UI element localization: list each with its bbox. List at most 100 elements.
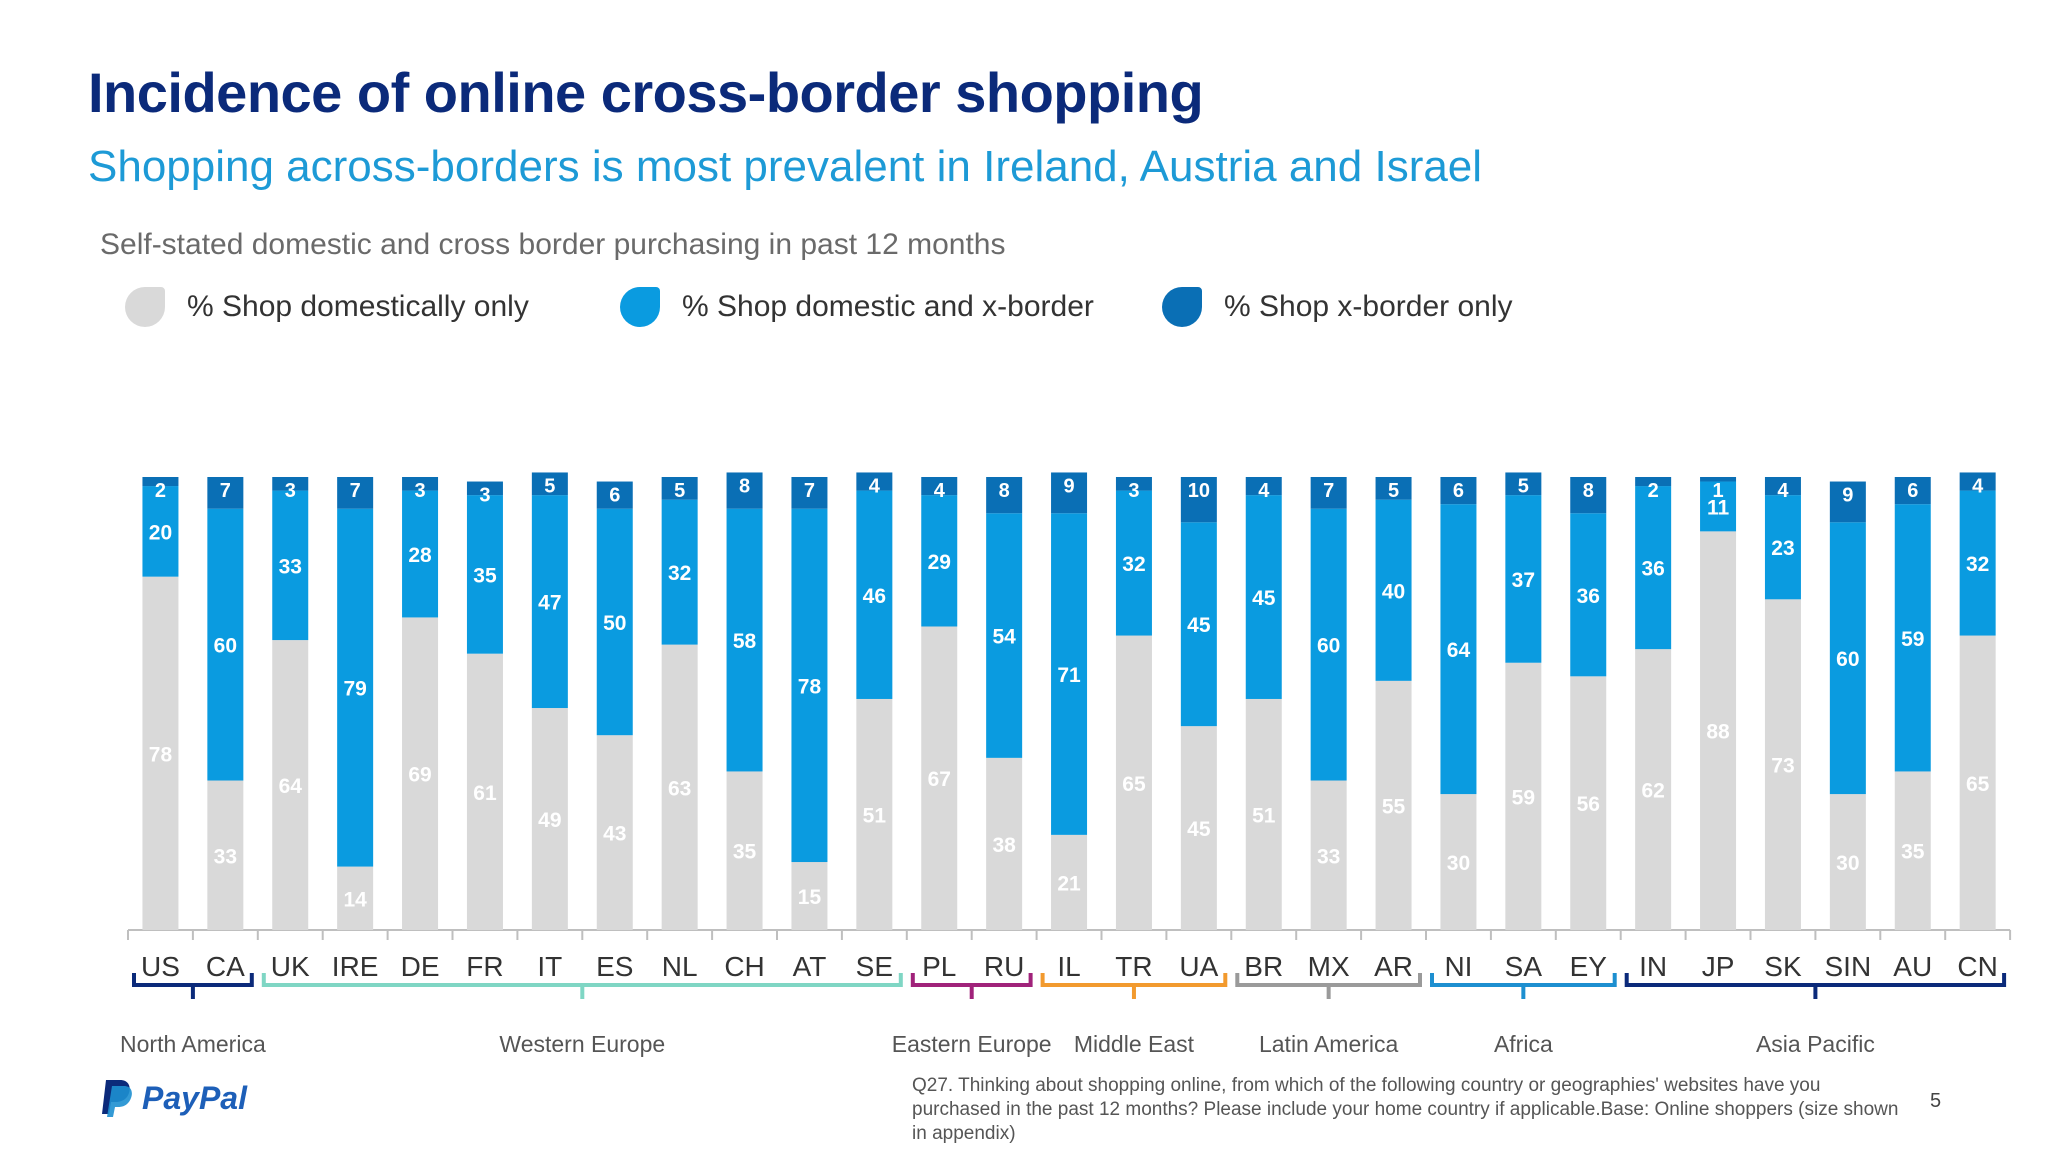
data-label-jp-s0: 88 [1706, 721, 1730, 744]
category-label-ar: AR [1374, 951, 1413, 982]
bar-segment-ni-s1 [1440, 504, 1477, 795]
bar-segment-il-s1 [1051, 513, 1088, 835]
category-label-ire: IRE [332, 951, 379, 982]
bar-segment-ua-s2 [1180, 477, 1217, 523]
bar-segment-ar-s1 [1375, 499, 1412, 681]
region-bracket-asia-pacific [1624, 973, 2007, 999]
bar-segment-jp-s0 [1700, 531, 1737, 930]
bar-segment-sa-s0 [1505, 662, 1542, 930]
chart-legend: % Shop domestically only % Shop domestic… [125, 285, 1625, 329]
bar-segment-il-s2 [1051, 472, 1088, 514]
data-label-fr-s1: 35 [473, 564, 497, 587]
data-label-tr-s0: 65 [1122, 773, 1146, 796]
bar-segment-ch-s0 [726, 771, 763, 930]
data-label-uk-s0: 64 [279, 775, 303, 798]
bar-segment-sk-s1 [1764, 495, 1801, 600]
category-label-uk: UK [271, 951, 310, 982]
data-label-se-s1: 46 [863, 585, 886, 608]
data-label-cn-s2: 4 [1972, 475, 1984, 497]
bar-segment-it-s1 [531, 495, 568, 709]
bar-segment-cn-s1 [1959, 490, 1996, 636]
data-label-se-s0: 51 [863, 804, 887, 827]
category-label-br: BR [1244, 951, 1283, 982]
data-label-au-s1: 59 [1901, 628, 1924, 651]
paypal-p-icon [102, 1080, 132, 1117]
data-label-nl-s0: 63 [668, 777, 691, 800]
data-label-ire-s1: 79 [343, 678, 366, 701]
data-label-de-s0: 69 [408, 764, 431, 787]
data-label-in-s0: 62 [1641, 780, 1664, 803]
data-label-ch-s1: 58 [733, 630, 757, 653]
bar-segment-de-s0 [402, 617, 439, 930]
data-label-ni-s2: 6 [1453, 480, 1464, 502]
data-label-jp-s2: 1 [1712, 480, 1723, 502]
bar-segment-uk-s1 [272, 490, 309, 641]
bar-segment-mx-s2 [1310, 477, 1347, 509]
category-label-sin: SIN [1825, 951, 1872, 982]
bar-segment-ar-s0 [1375, 680, 1412, 930]
data-label-us-s2: 2 [155, 480, 166, 502]
data-label-au-s2: 6 [1907, 480, 1918, 502]
data-label-br-s2: 4 [1258, 480, 1270, 502]
bar-segment-at-s1 [791, 508, 828, 863]
legend-swatch-both [620, 287, 660, 327]
bar-segment-us-s1 [142, 486, 179, 577]
data-label-ch-s0: 35 [733, 841, 757, 864]
data-label-ru-s2: 8 [999, 480, 1010, 502]
page-subtitle: Shopping across-borders is most prevalen… [88, 142, 1483, 191]
data-label-at-s0: 15 [798, 886, 822, 909]
data-label-tr-s1: 32 [1122, 553, 1145, 576]
bar-segment-au-s0 [1894, 771, 1931, 930]
data-label-ire-s0: 14 [343, 888, 367, 911]
bar-segment-ire-s1 [337, 508, 374, 867]
data-label-fr-s0: 61 [473, 782, 497, 805]
region-bracket-eastern-europe [910, 973, 1033, 999]
category-label-fr: FR [466, 951, 503, 982]
data-label-nl-s1: 32 [668, 562, 691, 585]
bar-segment-in-s2 [1635, 477, 1672, 487]
data-label-ire-s2: 7 [350, 480, 361, 502]
region-bracket-western-europe [261, 973, 903, 999]
data-label-sin-s0: 30 [1836, 852, 1859, 875]
category-label-cn: CN [1957, 951, 1997, 982]
bar-segment-sin-s1 [1829, 522, 1866, 795]
bar-segment-fr-s0 [466, 653, 503, 930]
data-label-us-s1: 20 [149, 521, 172, 544]
bar-segment-ru-s1 [986, 513, 1023, 758]
data-label-ca-s2: 7 [220, 480, 231, 502]
data-label-es-s1: 50 [603, 612, 626, 635]
category-label-pl: PL [922, 951, 956, 982]
category-label-ch: CH [724, 951, 764, 982]
data-label-pl-s0: 67 [928, 768, 951, 791]
bar-segment-ire-s0 [337, 866, 374, 930]
bar-segment-au-s2 [1894, 477, 1931, 505]
category-label-se: SE [856, 951, 893, 982]
region-bracket-africa [1430, 973, 1617, 999]
bar-segment-ca-s0 [207, 780, 244, 930]
data-label-il-s2: 9 [1063, 475, 1074, 497]
data-label-il-s0: 21 [1057, 872, 1081, 895]
region-bracket-middle-east [1040, 973, 1228, 999]
bar-segment-cn-s0 [1959, 635, 1996, 930]
region-label-asia-pacific: Asia Pacific [1756, 1031, 1875, 1057]
legend-swatch-xborder [1162, 287, 1202, 327]
bar-segment-nl-s1 [661, 499, 698, 645]
bar-segment-ar-s2 [1375, 477, 1412, 500]
bar-segment-ru-s2 [986, 477, 1023, 514]
bar-segment-mx-s1 [1310, 508, 1347, 781]
data-label-sin-s2: 9 [1842, 485, 1853, 507]
data-label-ar-s1: 40 [1382, 580, 1405, 603]
category-label-it: IT [537, 951, 562, 982]
bar-segment-jp-s2 [1700, 477, 1737, 482]
legend-item-domestic: % Shop domestically only [125, 285, 529, 329]
data-label-ca-s0: 33 [214, 845, 237, 868]
bar-segment-au-s1 [1894, 504, 1931, 772]
bar-segment-sa-s2 [1505, 472, 1542, 496]
footnote: Q27. Thinking about shopping online, fro… [912, 1075, 1899, 1144]
bar-segment-ire-s2 [337, 477, 374, 509]
bar-segment-pl-s1 [921, 495, 958, 627]
bar-segment-br-s0 [1245, 698, 1282, 930]
data-label-ua-s2: 10 [1188, 480, 1210, 502]
bar-segment-ey-s2 [1570, 477, 1607, 514]
